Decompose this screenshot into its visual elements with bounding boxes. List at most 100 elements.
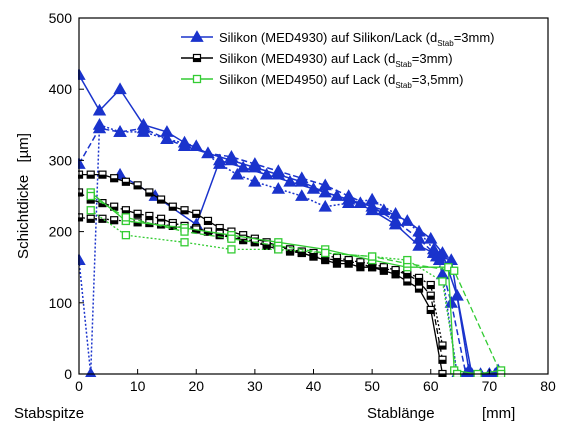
series-1-point (318, 199, 332, 212)
series-1-point (295, 171, 309, 184)
series-3-point (121, 231, 131, 240)
series-3-point (86, 206, 95, 215)
series-3-point (274, 245, 283, 254)
series-1-point (377, 203, 391, 216)
series-1-point (388, 206, 403, 219)
x-axis-label-right: Stablänge (367, 405, 435, 422)
series-1-point (189, 139, 203, 152)
series-1-point (353, 196, 368, 209)
legend: Silikon (MED4930) auf Silikon/Lack (dSta… (181, 30, 495, 90)
series-3-line (90, 195, 502, 375)
series-2-point (426, 291, 435, 300)
series-2-point (180, 206, 189, 215)
series-2 (78, 170, 447, 377)
series-1-point (450, 288, 464, 301)
series-1-point (259, 167, 274, 180)
legend-label: Silikon (MED4930) auf Silikon/Lack (dSta… (219, 30, 495, 48)
series-2-point (121, 206, 131, 215)
series-3-point (227, 245, 236, 254)
y-tick-label: 200 (49, 224, 73, 240)
series-2-point (250, 237, 259, 246)
series-2-line (79, 173, 444, 375)
series-1-point (365, 192, 379, 205)
y-tick-label: 100 (49, 295, 73, 311)
series-3-point (450, 266, 459, 275)
series-2-point (156, 195, 166, 204)
series-2-point (379, 263, 388, 272)
series-1-point (136, 125, 151, 137)
series-3-line (90, 209, 458, 375)
series-1-point (160, 132, 174, 144)
x-axis: 0 10 20 30 40 50 60 70 80 (75, 369, 556, 394)
series-2-point (86, 170, 95, 179)
series-2-point (145, 188, 154, 197)
series-2-point (203, 216, 213, 226)
series-2-point (332, 253, 342, 263)
series-1-point (85, 367, 97, 377)
x-tick-label: 50 (364, 378, 380, 394)
series-1-point (177, 139, 192, 152)
series-2-point (344, 255, 353, 265)
y-tick-label: 0 (64, 366, 72, 382)
series-3-point (438, 277, 447, 286)
series-3-point (121, 213, 131, 222)
series-2-point (239, 234, 248, 243)
series-1-point (318, 185, 332, 198)
series-1-point (213, 153, 227, 166)
x-tick-label: 30 (247, 378, 263, 394)
series-2-point (133, 181, 142, 190)
series-1-point (224, 150, 239, 162)
legend-swatch-marker (192, 74, 202, 84)
y-axis-label: Schichtdicke (15, 175, 32, 259)
series-1-point (444, 295, 458, 308)
series-1-point (295, 189, 309, 201)
series-2-point (391, 265, 400, 275)
legend-item: Silikon (MED4930) auf Lack (dStab=3mm) (181, 51, 453, 69)
legend-swatch-marker (190, 30, 204, 42)
legend-label: Silikon (MED4950) auf Lack (dStab=3,5mm) (219, 72, 463, 90)
series-2-point (110, 216, 119, 225)
series-1-point (412, 231, 426, 244)
series-2-line (78, 216, 444, 346)
series-2-line (78, 191, 444, 360)
series-1-point (271, 164, 286, 176)
series-1-point (365, 199, 379, 212)
series-1-point (113, 125, 127, 137)
series-1-point (341, 196, 356, 209)
series-2-point (356, 258, 365, 267)
series-2-point (168, 202, 177, 211)
y-axis-unit: [µm] (15, 133, 32, 162)
series-2-point (192, 209, 201, 218)
x-tick-label: 20 (188, 378, 204, 394)
x-tick-label: 40 (306, 378, 322, 394)
series-1-point (283, 174, 297, 187)
series-1-point (318, 178, 332, 191)
series-1-point (248, 157, 262, 169)
series-1-point (306, 182, 321, 194)
x-axis-label-left: Stabspitze (14, 405, 84, 422)
legend-label: Silikon (MED4930) auf Lack (dStab=3mm) (219, 51, 453, 69)
series-2-point (86, 214, 95, 223)
series-1-point (424, 231, 438, 244)
series-2-point (403, 277, 412, 286)
series-1-point (248, 174, 262, 187)
series-2-point (426, 280, 435, 290)
x-tick-label: 60 (423, 378, 439, 394)
series-1-point (201, 146, 215, 159)
series-2-point (426, 305, 435, 315)
x-axis-unit: [mm] (482, 405, 515, 422)
series-2-point (438, 355, 447, 364)
series-1-point (388, 214, 403, 226)
series-1-line (78, 74, 499, 375)
series-2-point (133, 209, 142, 218)
series-2-point (414, 273, 424, 282)
series-3-point (227, 234, 236, 243)
series-3-point (403, 255, 412, 265)
y-tick-label: 500 (49, 10, 73, 26)
series-layer (78, 68, 506, 377)
series-1-point (230, 167, 244, 180)
y-axis: 0 100 200 300 400 500 (49, 10, 84, 382)
series-1-point (400, 214, 414, 226)
series-3-point (367, 252, 377, 261)
